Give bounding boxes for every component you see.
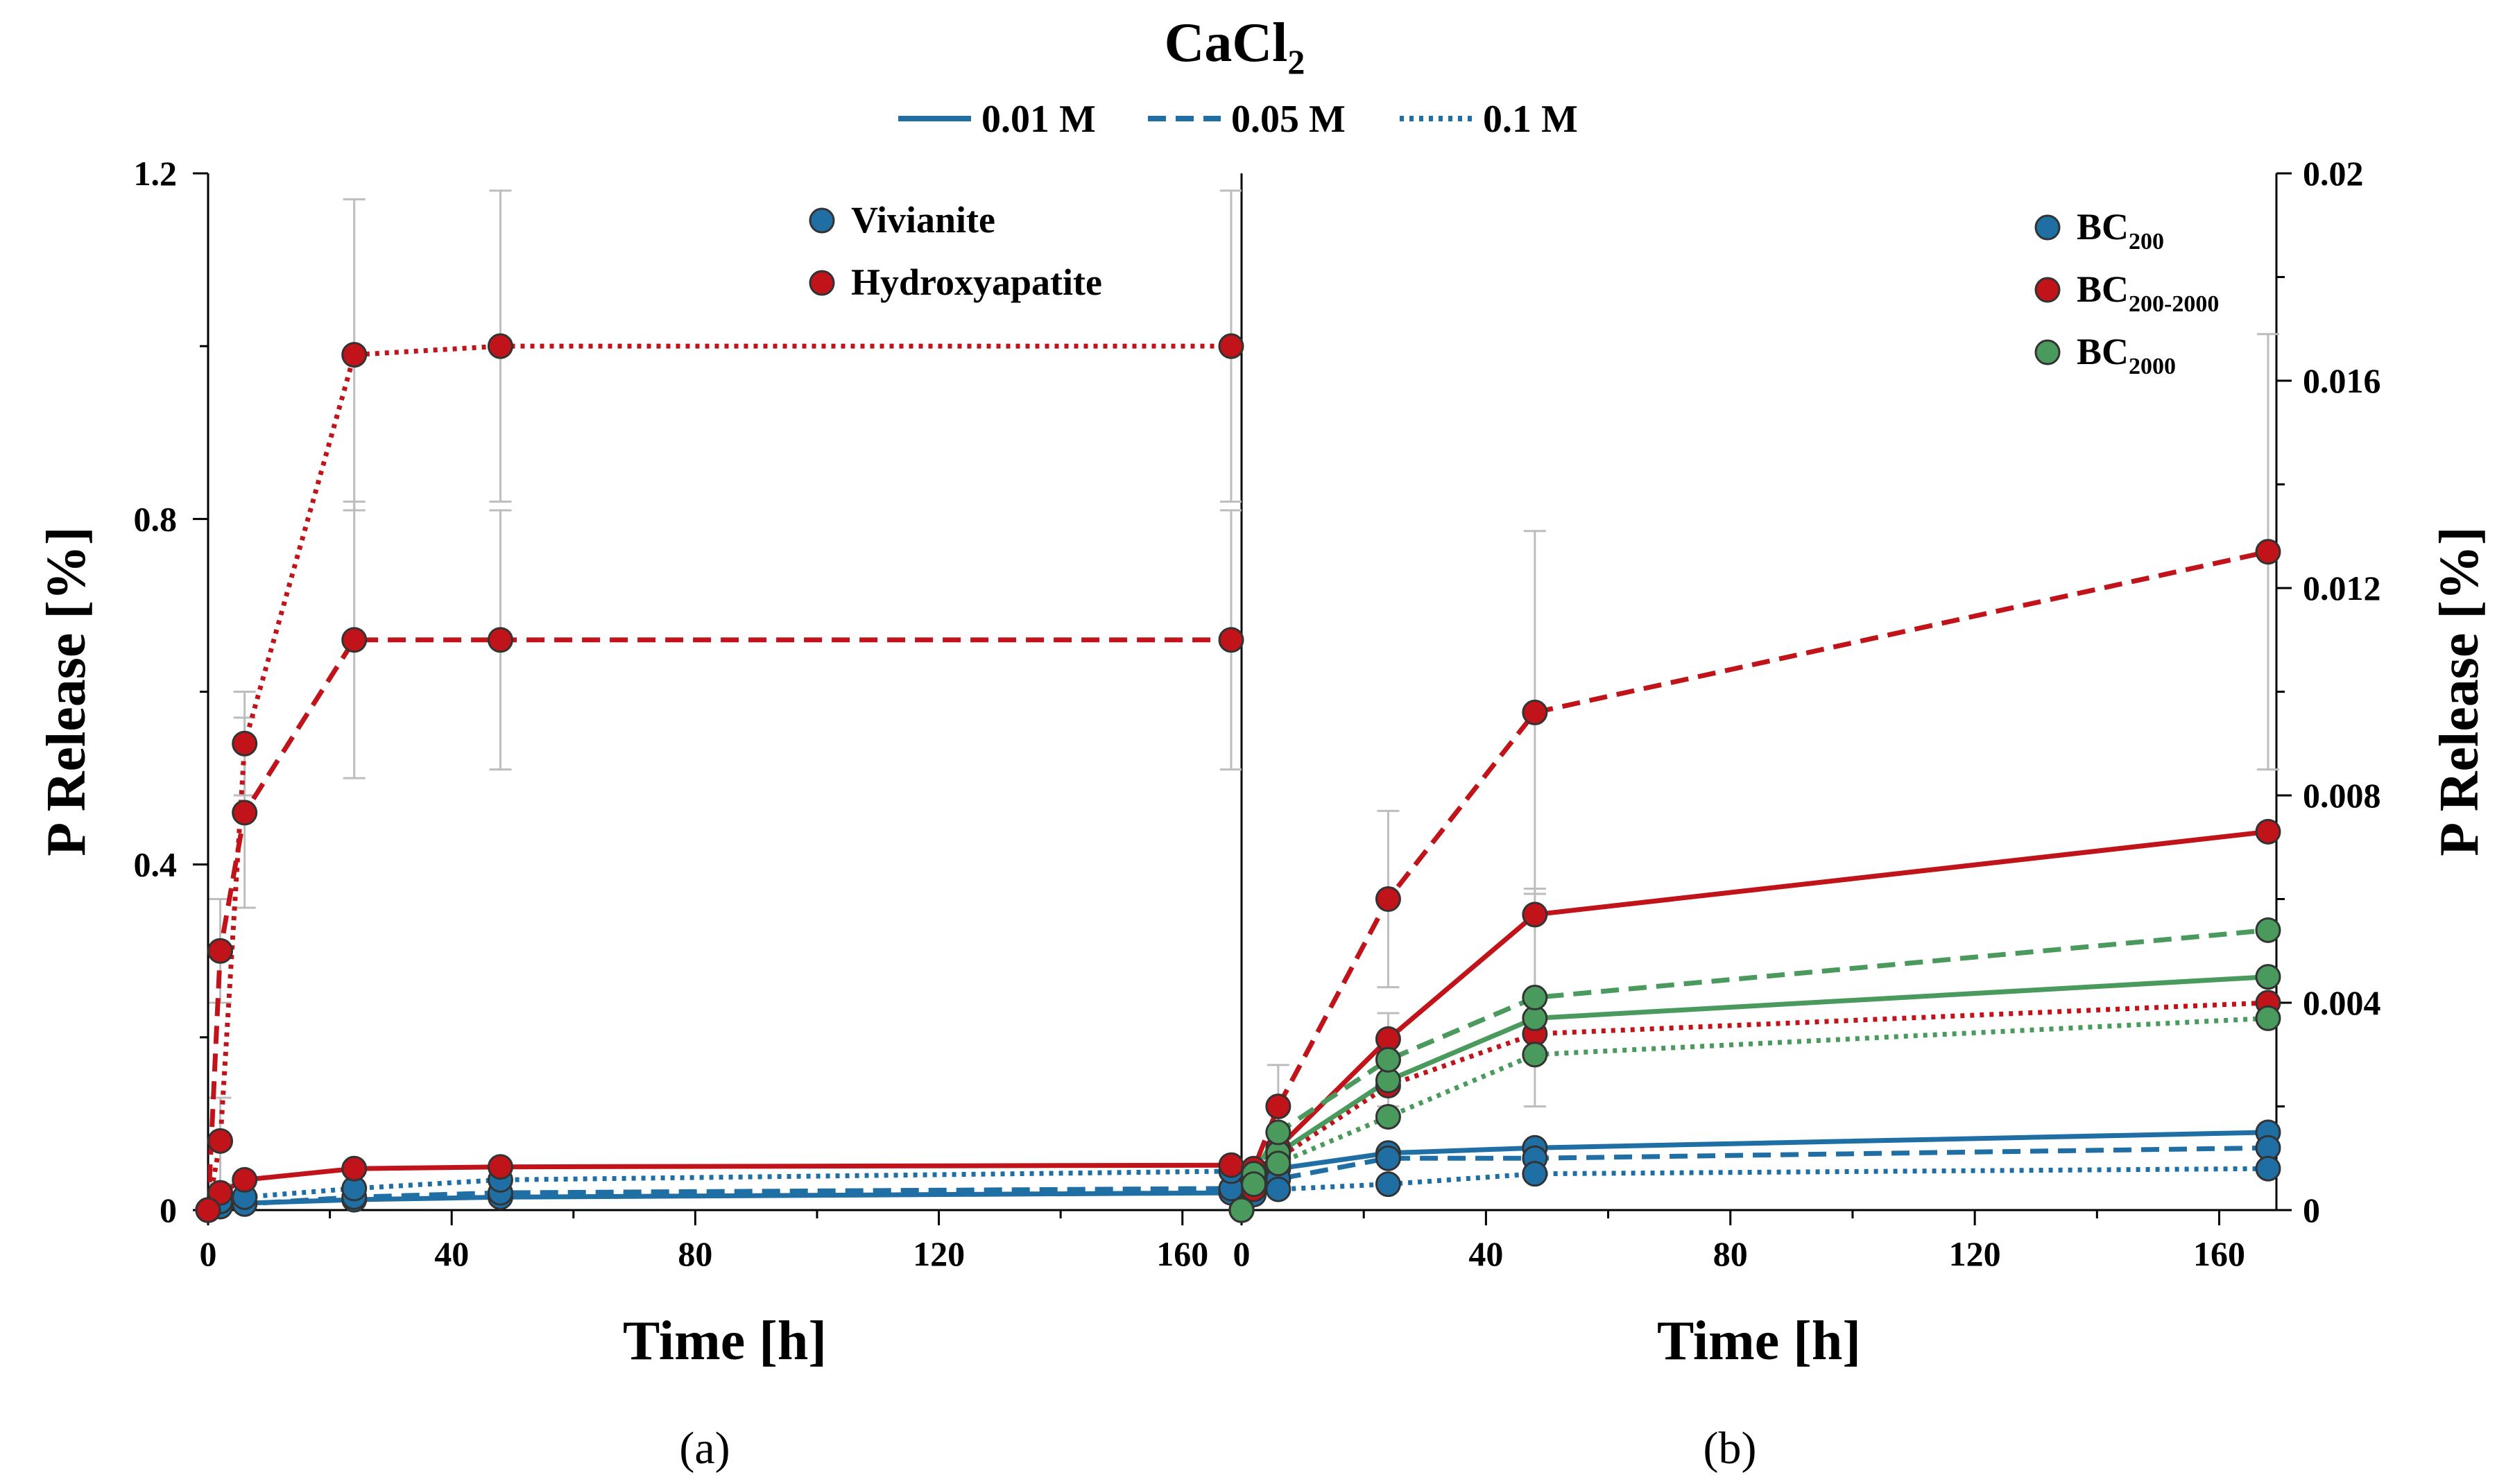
legend-label: Hydroxyapatite bbox=[851, 261, 1102, 303]
data-point bbox=[232, 1166, 258, 1193]
header-title-subscript: 2 bbox=[1287, 42, 1305, 81]
data-point bbox=[1265, 1119, 1291, 1146]
series-line bbox=[1239, 1015, 2269, 1211]
panel-a-ticks: 0 40 80 120 160 0 0.4 0.8 1.2 bbox=[134, 154, 1209, 1273]
panel-b-points bbox=[1228, 539, 2281, 1223]
data-point bbox=[2255, 539, 2281, 565]
panel-b-ticks: 0 40 80 120 160 0 0.004 0.008 0.012 0.016 0.02 bbox=[1233, 154, 2381, 1273]
panel-b-y-tick-label: 0 bbox=[2303, 1191, 2320, 1230]
panel-b-x-tick-label: 80 bbox=[1713, 1234, 1748, 1273]
panel-b-y-tick-label: 0.004 bbox=[2303, 983, 2381, 1022]
legend-marker bbox=[809, 270, 835, 296]
data-point bbox=[1522, 1161, 1548, 1187]
panel-a-y-tick-label: 0.8 bbox=[134, 499, 178, 538]
panel-a-error-bars bbox=[209, 189, 1242, 1186]
data-point bbox=[207, 938, 234, 964]
data-point bbox=[1265, 1150, 1291, 1177]
legend-marker bbox=[2034, 277, 2061, 303]
data-point bbox=[1218, 333, 1244, 359]
panel-b-x-tick-label: 120 bbox=[1949, 1234, 2001, 1273]
data-point bbox=[1522, 901, 1548, 928]
panel-a-x-tick-label: 120 bbox=[913, 1234, 965, 1273]
data-point bbox=[2255, 1155, 2281, 1182]
panel-a-legend: Vivianite Hydroxyapatite bbox=[809, 199, 1102, 303]
panel-a-y-tick-label: 1.2 bbox=[134, 154, 178, 193]
line-style-legend: 0.01 M 0.05 M 0.1 M bbox=[898, 98, 1578, 141]
data-point bbox=[1218, 1152, 1244, 1178]
panel-a-caption: (a) bbox=[679, 1423, 730, 1474]
panel-b-y-tick-label: 0.012 bbox=[2303, 569, 2381, 607]
data-point bbox=[1375, 1171, 1401, 1198]
legend-label-subscript: 2000 bbox=[2129, 354, 2176, 379]
data-point bbox=[2255, 1005, 2281, 1031]
panel-b-legend: BC200 BC200-2000 BC2000 bbox=[2034, 206, 2219, 379]
data-point bbox=[487, 627, 513, 653]
legend-label: Vivianite bbox=[851, 199, 995, 241]
data-point bbox=[2255, 917, 2281, 943]
panel-a-x-tick-label: 160 bbox=[1156, 1234, 1208, 1273]
data-point bbox=[1375, 1103, 1401, 1130]
legend-marker bbox=[2034, 214, 2061, 241]
data-point bbox=[1522, 1042, 1548, 1068]
data-point bbox=[1241, 1171, 1267, 1198]
data-point bbox=[2255, 964, 2281, 990]
data-point bbox=[2255, 818, 2281, 845]
panel-b-x-tick-label: 40 bbox=[1468, 1234, 1503, 1273]
panel-a-y-tick-label: 0.4 bbox=[134, 845, 178, 884]
panel-a-x-tick-label: 0 bbox=[200, 1234, 217, 1273]
header-title: CaCl2 bbox=[1165, 12, 1305, 81]
panel-b-x-tick-label: 0 bbox=[1233, 1234, 1251, 1273]
data-point bbox=[207, 1128, 234, 1154]
legend-label-0-05m: 0.05 M bbox=[1231, 98, 1346, 141]
panel-b-x-tick-label: 160 bbox=[2193, 1234, 2245, 1273]
data-point bbox=[1218, 627, 1244, 653]
panel-a-y-axis-title: P Release [%] bbox=[36, 526, 97, 856]
panel-b-y-tick-label: 0.016 bbox=[2303, 361, 2381, 400]
data-point bbox=[341, 342, 368, 368]
legend-label: BC200-2000 bbox=[2077, 268, 2219, 317]
series-line bbox=[208, 637, 1231, 1211]
panel-a-x-tick-label: 40 bbox=[434, 1234, 469, 1273]
panel-b-y-tick-label: 0.02 bbox=[2303, 154, 2364, 193]
data-point bbox=[232, 800, 258, 826]
series-line bbox=[1239, 1145, 2269, 1211]
series-line bbox=[1239, 1166, 2269, 1212]
legend-label: BC2000 bbox=[2077, 331, 2176, 379]
data-point bbox=[1375, 1046, 1401, 1073]
panel-a-x-tick-label: 80 bbox=[678, 1234, 712, 1273]
panel-b-caption: (b) bbox=[1703, 1423, 1757, 1474]
data-point bbox=[341, 1155, 368, 1182]
panel-a-x-axis-title: Time [h] bbox=[623, 1311, 827, 1372]
data-point bbox=[207, 1180, 234, 1206]
data-point bbox=[341, 627, 368, 653]
data-point bbox=[1375, 886, 1401, 912]
data-point bbox=[1375, 1145, 1401, 1171]
legend-marker bbox=[809, 207, 835, 234]
data-point bbox=[487, 333, 513, 359]
legend-label-0-01m: 0.01 M bbox=[981, 98, 1096, 141]
data-point bbox=[1265, 1176, 1291, 1202]
legend-marker bbox=[2034, 339, 2061, 365]
data-point bbox=[1228, 1197, 1255, 1223]
data-point bbox=[1522, 699, 1548, 725]
data-point bbox=[1265, 1094, 1291, 1119]
panel-a-y-tick-label: 0 bbox=[160, 1191, 177, 1230]
legend-label-subscript: 200-2000 bbox=[2129, 291, 2219, 317]
panel-b-y-tick-label: 0.008 bbox=[2303, 776, 2381, 815]
data-point bbox=[487, 1154, 513, 1180]
data-point bbox=[195, 1197, 221, 1223]
panel-b-x-axis-title: Time [h] bbox=[1657, 1311, 1861, 1372]
legend-label: BC200 bbox=[2077, 206, 2164, 254]
data-point bbox=[1522, 985, 1548, 1011]
panel-b-y-axis-title: P Release [%] bbox=[2429, 526, 2490, 856]
legend-label-0-1m: 0.1 M bbox=[1483, 98, 1578, 141]
data-point bbox=[232, 730, 258, 757]
legend-label-subscript: 200 bbox=[2129, 229, 2164, 254]
